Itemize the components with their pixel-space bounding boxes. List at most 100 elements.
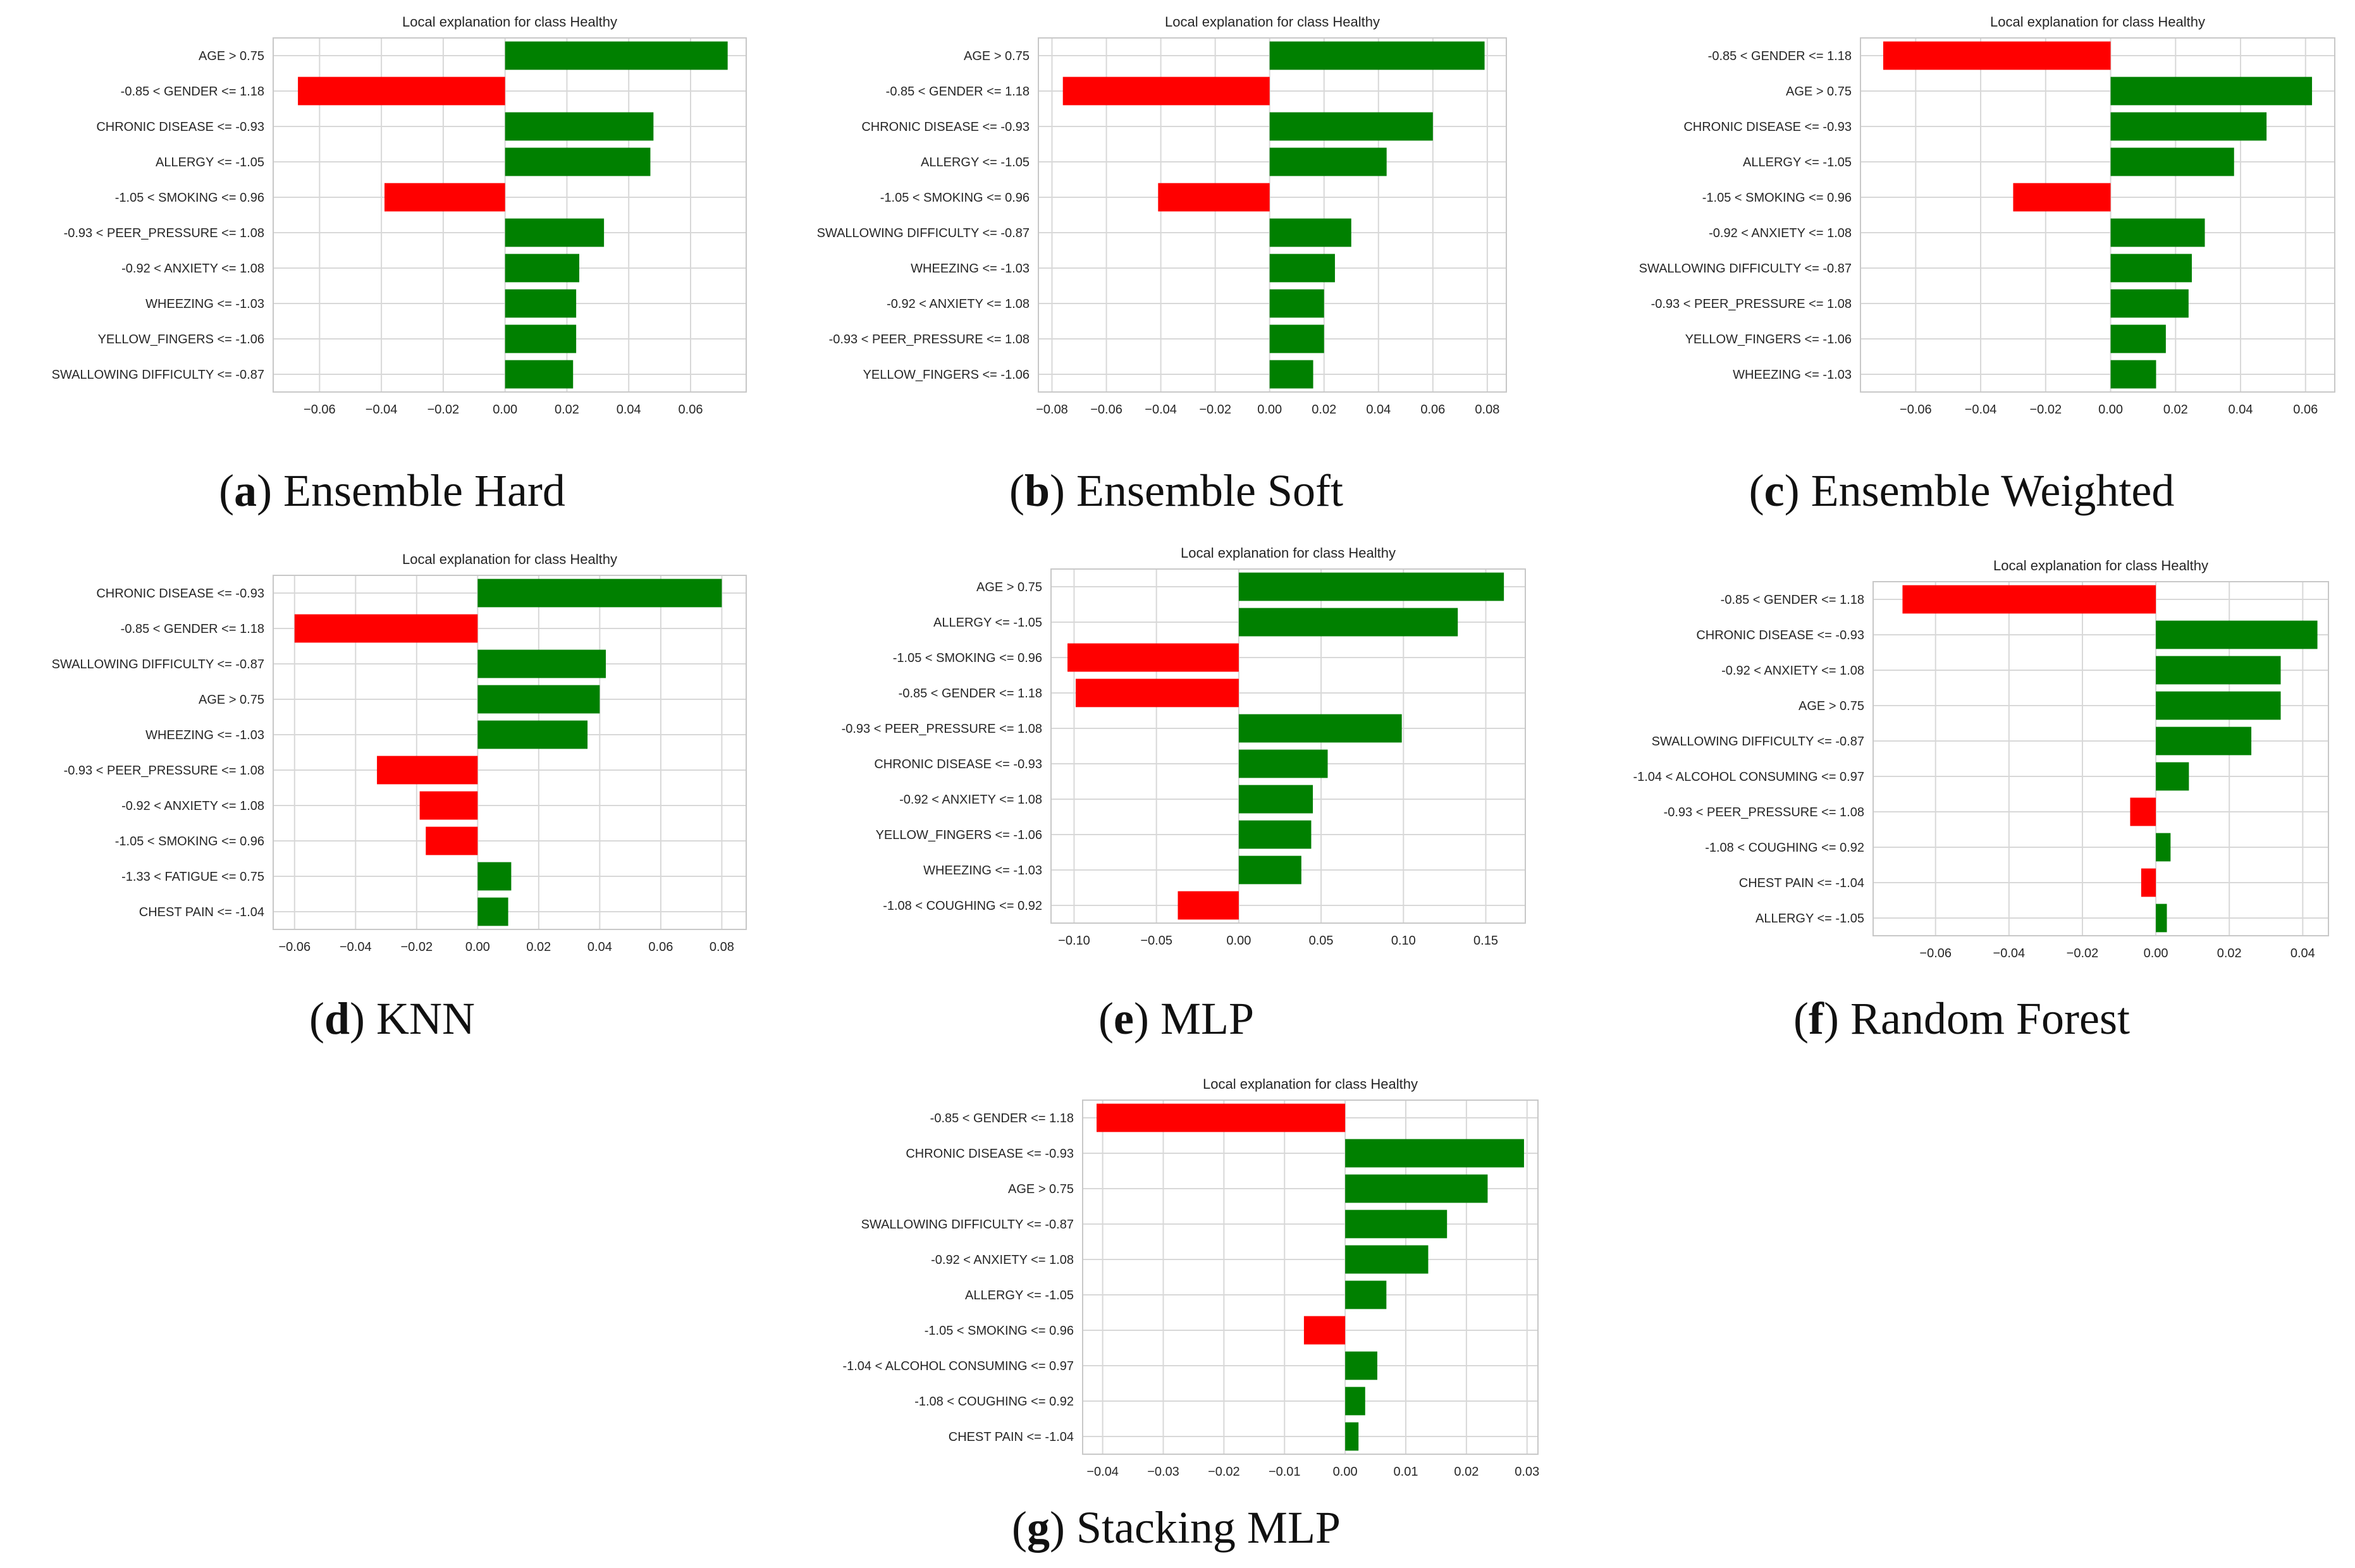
x-tick-label: −0.04 xyxy=(340,940,372,954)
category-label: -0.93 < PEER_PRESSURE <= 1.08 xyxy=(1664,805,1864,819)
bar xyxy=(1238,785,1313,814)
caption-letter: d xyxy=(324,993,350,1044)
chart-title: Local explanation for class Healthy xyxy=(1990,14,2205,30)
bar xyxy=(505,218,605,247)
bar xyxy=(426,826,478,855)
category-label: AGE > 0.75 xyxy=(1786,85,1852,99)
bar xyxy=(505,147,651,176)
x-tick-label: 0.04 xyxy=(587,940,612,954)
category-label: -1.05 < SMOKING <= 0.96 xyxy=(925,1324,1074,1338)
caption-letter: c xyxy=(1764,465,1785,516)
chart-ensemble-weighted: Local explanation for class Healthy −0.06… xyxy=(1639,14,2335,417)
category-label: WHEEZING <= -1.03 xyxy=(145,297,264,311)
caption-label: Ensemble Soft xyxy=(1076,465,1343,516)
x-tick-label: 0.04 xyxy=(617,403,641,417)
bar xyxy=(477,649,606,678)
bar xyxy=(1269,289,1324,318)
category-label: -0.93 < PEER_PRESSURE <= 1.08 xyxy=(842,722,1042,736)
bar xyxy=(1269,360,1313,389)
x-tick-label: 0.08 xyxy=(1475,403,1499,417)
category-label: -0.92 < ANXIETY <= 1.08 xyxy=(1721,664,1864,678)
category-label: -1.08 < COUGHING <= 0.92 xyxy=(883,899,1042,913)
x-tick-label: −0.04 xyxy=(1145,403,1177,417)
x-tick-label: 0.04 xyxy=(1366,403,1391,417)
chart-title: Local explanation for class Healthy xyxy=(402,551,617,567)
bar xyxy=(1076,678,1239,707)
category-label: CHRONIC DISEASE <= -0.93 xyxy=(1696,628,1864,642)
x-tick-label: 0.03 xyxy=(1515,1465,1539,1479)
x-tick-label: −0.06 xyxy=(278,940,311,954)
category-label: WHEEZING <= -1.03 xyxy=(145,728,264,742)
category-label: -0.92 < ANXIETY <= 1.08 xyxy=(121,799,264,813)
bar xyxy=(1269,147,1387,176)
caption-random-forest: (f) Random Forest xyxy=(1793,993,2130,1044)
bar xyxy=(1238,855,1301,885)
bar xyxy=(419,791,478,820)
plot-frame xyxy=(1082,1099,1539,1455)
category-label: SWALLOWING DIFFICULTY <= -0.87 xyxy=(52,658,264,671)
x-tick-label: 0.04 xyxy=(2290,946,2315,960)
panel-g-stacking-mlp: Local explanation for class Healthy −0.04… xyxy=(784,1050,1568,1568)
bar xyxy=(1269,41,1485,70)
bar xyxy=(1303,1316,1346,1345)
x-tick-label: 0.06 xyxy=(648,940,673,954)
category-label: CHRONIC DISEASE <= -0.93 xyxy=(1683,120,1852,134)
x-tick-label: 0.05 xyxy=(1309,934,1334,948)
bar xyxy=(377,756,478,785)
x-tick-label: −0.02 xyxy=(427,403,460,417)
caption-label: MLP xyxy=(1160,993,1254,1044)
chart-stacking-mlp: Local explanation for class Healthy −0.04… xyxy=(842,1076,1539,1479)
caption-letter: a xyxy=(234,465,257,516)
panel-e-mlp: Local explanation for class Healthy −0.10… xyxy=(784,525,1568,1050)
x-tick-label: −0.02 xyxy=(1208,1465,1240,1479)
category-label: -0.92 < ANXIETY <= 1.08 xyxy=(887,297,1030,311)
bar xyxy=(298,77,505,106)
category-label: -1.08 < COUGHING <= 0.92 xyxy=(914,1395,1074,1409)
x-tick-label: −0.08 xyxy=(1036,403,1068,417)
category-label: AGE > 0.75 xyxy=(964,49,1030,63)
bar xyxy=(2141,868,2156,897)
caption-label: Ensemble Hard xyxy=(283,465,565,516)
bar xyxy=(1345,1210,1448,1239)
bar xyxy=(1345,1280,1387,1309)
bar xyxy=(477,579,722,608)
chart-ensemble-soft: Local explanation for class Healthy −0.08… xyxy=(817,14,1507,417)
bar xyxy=(477,897,508,926)
bar xyxy=(1097,1103,1346,1132)
bar xyxy=(2156,726,2252,756)
bar xyxy=(505,254,579,283)
bar xyxy=(1902,585,2156,614)
bar xyxy=(1269,254,1335,283)
bar xyxy=(2110,218,2205,247)
bar xyxy=(1345,1139,1524,1168)
chart-ensemble-hard: Local explanation for class Healthy −0.06… xyxy=(52,14,747,417)
bar xyxy=(2110,254,2192,283)
category-label: -1.05 < SMOKING <= 0.96 xyxy=(880,191,1030,205)
category-label: -0.85 < GENDER <= 1.18 xyxy=(1721,593,1864,607)
category-label: ALLERGY <= -1.05 xyxy=(1755,912,1864,926)
bar xyxy=(505,324,577,353)
caption-label: Ensemble Weighted xyxy=(1811,465,2175,516)
caption-letter: e xyxy=(1113,993,1134,1044)
x-tick-label: 0.15 xyxy=(1473,934,1498,948)
panel-d-knn: Local explanation for class Healthy −0.06… xyxy=(0,525,784,1050)
chart-title: Local explanation for class Healthy xyxy=(1181,545,1396,561)
plot-frame xyxy=(1860,37,2335,393)
x-tick-label: 0.00 xyxy=(1257,403,1282,417)
category-label: -1.33 < FATIGUE <= 0.75 xyxy=(121,870,264,884)
bar xyxy=(2130,797,2156,826)
x-tick-label: 0.10 xyxy=(1391,934,1416,948)
category-label: -1.05 < SMOKING <= 0.96 xyxy=(1702,191,1852,205)
bar xyxy=(1345,1387,1365,1416)
bar xyxy=(2110,77,2313,106)
bar xyxy=(2156,833,2171,862)
panel-b-ensemble-soft: Local explanation for class Healthy −0.08… xyxy=(784,0,1568,525)
bar xyxy=(1269,112,1433,141)
category-label: WHEEZING <= -1.03 xyxy=(911,262,1030,276)
category-label: -0.93 < PEER_PRESSURE <= 1.08 xyxy=(64,226,264,240)
bar xyxy=(294,614,478,643)
category-label: YELLOW_FINGERS <= -1.06 xyxy=(98,333,264,346)
category-label: -0.92 < ANXIETY <= 1.08 xyxy=(899,793,1042,807)
x-tick-label: −0.04 xyxy=(1965,403,1997,417)
x-tick-label: 0.06 xyxy=(679,403,703,417)
